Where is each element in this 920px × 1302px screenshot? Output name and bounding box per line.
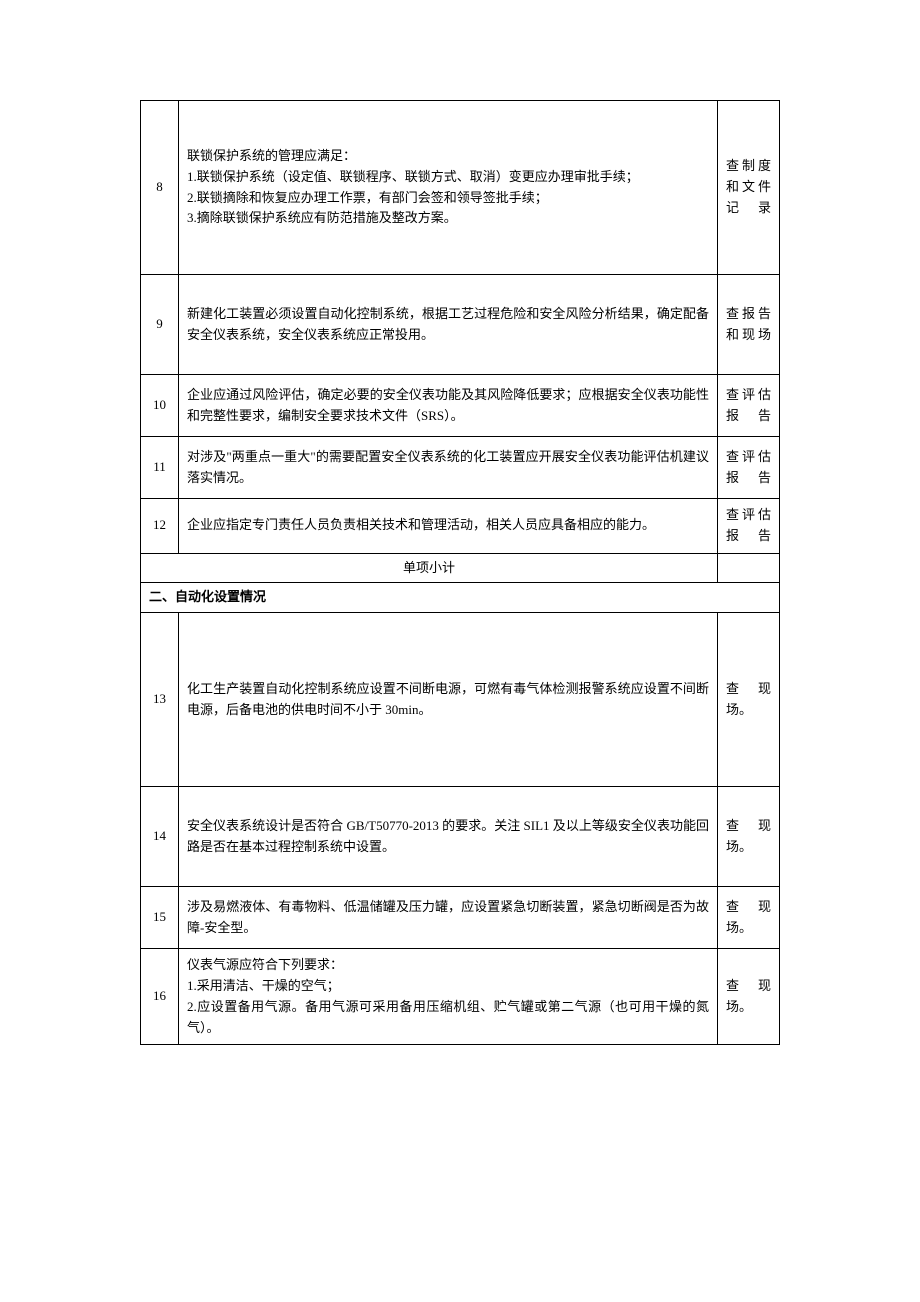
row-method: 查现场。 <box>718 613 780 787</box>
row-number: 15 <box>141 887 179 949</box>
table-row: 15 涉及易燃液体、有毒物料、低温储罐及压力罐，应设置紧急切断装置，紧急切断阀是… <box>141 887 780 949</box>
row-method: 查报告和现场 <box>718 275 780 375</box>
row-number: 16 <box>141 949 179 1045</box>
row-content: 企业应指定专门责任人员负责相关技术和管理活动，相关人员应具备相应的能力。 <box>179 499 718 554</box>
row-method: 查现场。 <box>718 887 780 949</box>
table-row: 10 企业应通过风险评估，确定必要的安全仪表功能及其风险降低要求；应根据安全仪表… <box>141 375 780 437</box>
checklist-table: 8 联锁保护系统的管理应满足： 1.联锁保护系统（设定值、联锁程序、联锁方式、取… <box>140 100 780 1045</box>
section-header: 二、自动化设置情况 <box>141 583 780 613</box>
table-row: 9 新建化工装置必须设置自动化控制系统，根据工艺过程危险和安全风险分析结果，确定… <box>141 275 780 375</box>
row-content: 企业应通过风险评估，确定必要的安全仪表功能及其风险降低要求；应根据安全仪表功能性… <box>179 375 718 437</box>
row-method: 查评估报告 <box>718 499 780 554</box>
row-method: 查现场。 <box>718 787 780 887</box>
table-row: 13 化工生产装置自动化控制系统应设置不间断电源，可燃有毒气体检测报警系统应设置… <box>141 613 780 787</box>
row-method: 查现场。 <box>718 949 780 1045</box>
table-row: 16 仪表气源应符合下列要求： 1.采用清洁、干燥的空气； 2.应设置备用气源。… <box>141 949 780 1045</box>
row-content: 对涉及"两重点一重大"的需要配置安全仪表系统的化工装置应开展安全仪表功能评估机建… <box>179 437 718 499</box>
row-content: 化工生产装置自动化控制系统应设置不间断电源，可燃有毒气体检测报警系统应设置不间断… <box>179 613 718 787</box>
row-number: 11 <box>141 437 179 499</box>
subtotal-row: 单项小计 <box>141 553 780 583</box>
row-content: 涉及易燃液体、有毒物料、低温储罐及压力罐，应设置紧急切断装置，紧急切断阀是否为故… <box>179 887 718 949</box>
row-method: 查制度和文件记录 <box>718 101 780 275</box>
row-method: 查评估报告 <box>718 375 780 437</box>
row-number: 14 <box>141 787 179 887</box>
row-number: 12 <box>141 499 179 554</box>
row-number: 10 <box>141 375 179 437</box>
table-row: 12 企业应指定专门责任人员负责相关技术和管理活动，相关人员应具备相应的能力。 … <box>141 499 780 554</box>
row-number: 9 <box>141 275 179 375</box>
table-row: 8 联锁保护系统的管理应满足： 1.联锁保护系统（设定值、联锁程序、联锁方式、取… <box>141 101 780 275</box>
subtotal-empty <box>718 553 780 583</box>
row-content: 联锁保护系统的管理应满足： 1.联锁保护系统（设定值、联锁程序、联锁方式、取消）… <box>179 101 718 275</box>
row-content: 安全仪表系统设计是否符合 GB/T50770-2013 的要求。关注 SIL1 … <box>179 787 718 887</box>
table-row: 11 对涉及"两重点一重大"的需要配置安全仪表系统的化工装置应开展安全仪表功能评… <box>141 437 780 499</box>
row-content: 新建化工装置必须设置自动化控制系统，根据工艺过程危险和安全风险分析结果，确定配备… <box>179 275 718 375</box>
row-number: 13 <box>141 613 179 787</box>
row-method: 查评估报告 <box>718 437 780 499</box>
row-number: 8 <box>141 101 179 275</box>
section-header-row: 二、自动化设置情况 <box>141 583 780 613</box>
row-content: 仪表气源应符合下列要求： 1.采用清洁、干燥的空气； 2.应设置备用气源。备用气… <box>179 949 718 1045</box>
subtotal-label: 单项小计 <box>141 553 718 583</box>
table-row: 14 安全仪表系统设计是否符合 GB/T50770-2013 的要求。关注 SI… <box>141 787 780 887</box>
